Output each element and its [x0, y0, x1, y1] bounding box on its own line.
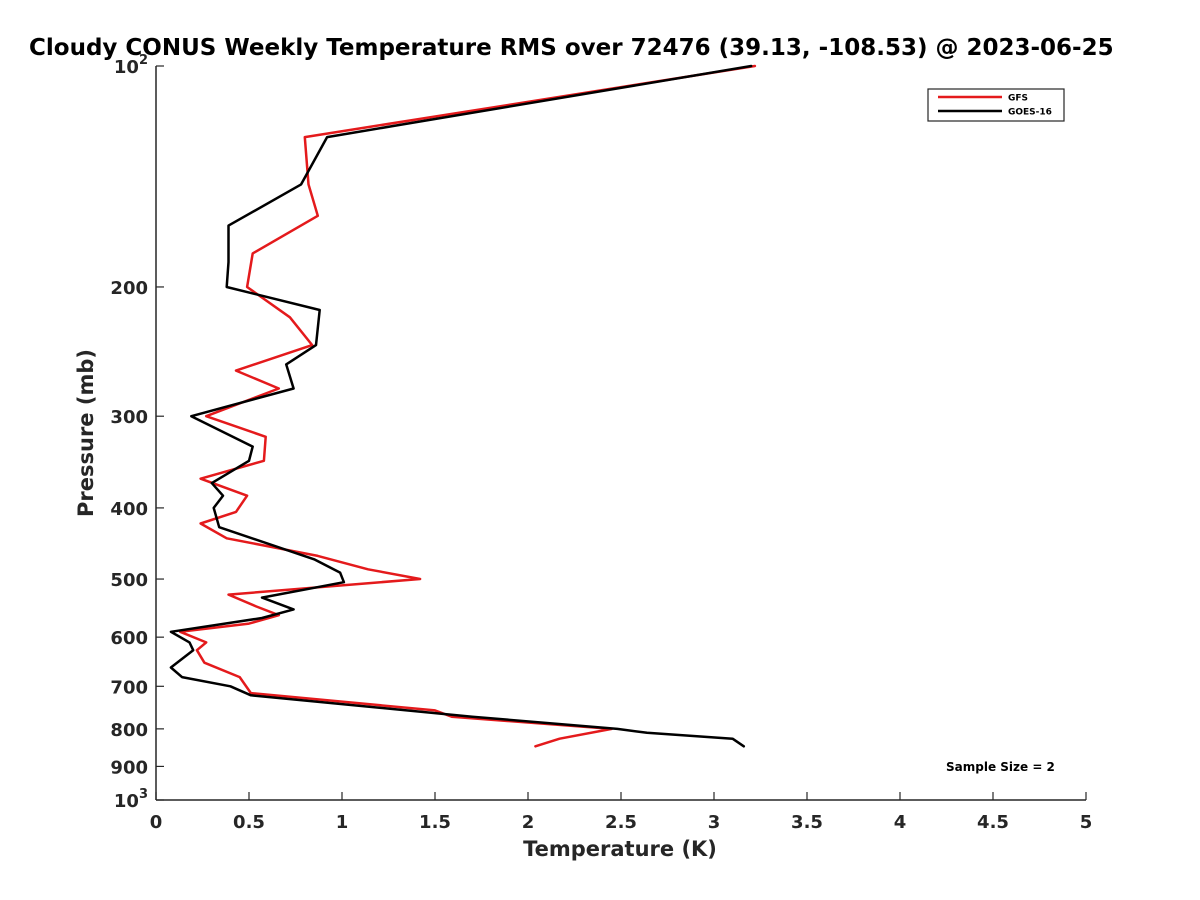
- y-tick-label: 500: [110, 570, 148, 591]
- y-tick-label: 600: [110, 628, 148, 649]
- y-axis-label: Pressure (mb): [74, 349, 98, 517]
- x-tick-label: 2.5: [605, 812, 637, 833]
- x-tick-label: 4.5: [977, 812, 1009, 833]
- series-line-gfs: [178, 64, 757, 748]
- x-tick-label: 5: [1080, 812, 1093, 833]
- y-tick-label: 102: [114, 53, 148, 78]
- sample-size-annotation: Sample Size = 2: [946, 760, 1055, 774]
- x-tick-label: 3.5: [791, 812, 823, 833]
- legend-label-goes-16: GOES-16: [1008, 108, 1052, 118]
- x-tick-label: 3: [708, 812, 721, 833]
- x-tick-label: 1: [336, 812, 349, 833]
- legend-label-gfs: GFS: [1008, 94, 1028, 104]
- x-tick-label: 0: [150, 812, 163, 833]
- legend: GFS GOES-16: [927, 88, 1065, 122]
- y-tick-label: 900: [110, 757, 148, 778]
- legend-box: [927, 88, 1065, 122]
- series-layer: [169, 64, 757, 748]
- y-tick-label: 700: [110, 677, 148, 698]
- series-line-goes-16: [169, 64, 753, 748]
- chart-title: Cloudy CONUS Weekly Temperature RMS over…: [29, 35, 1114, 61]
- x-tick-label: 0.5: [233, 812, 265, 833]
- y-tick-label: 300: [110, 407, 148, 428]
- axes: 0 0.5 1 1.5 2 2.5 3 3.5 4 4.5 5 102 200 300 400 500 600 7…: [110, 53, 1092, 833]
- y-tick-label: 800: [110, 720, 148, 741]
- x-tick-label: 1.5: [419, 812, 451, 833]
- x-axis-label: Temperature (K): [523, 837, 717, 861]
- x-tick-label: 2: [522, 812, 535, 833]
- y-tick-label: 103: [114, 787, 148, 812]
- y-tick-label: 200: [110, 278, 148, 299]
- y-tick-label: 400: [110, 499, 148, 520]
- x-tick-label: 4: [894, 812, 907, 833]
